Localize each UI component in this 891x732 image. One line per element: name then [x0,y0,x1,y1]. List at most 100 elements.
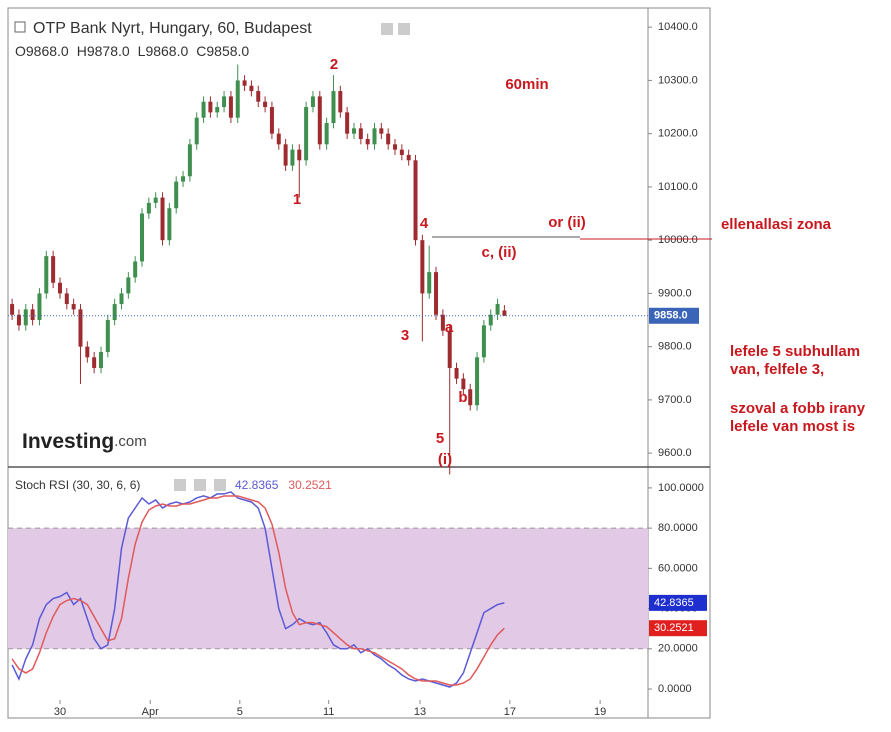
candle-body [92,357,97,368]
candle-body [399,149,404,155]
candle-body [187,144,192,177]
candle-body [310,96,315,108]
logo-main: Investing [22,430,114,453]
x-tick-label: 11 [323,706,334,718]
candle-body [174,181,179,209]
candle-body [98,351,103,368]
candle-body [167,208,172,241]
candle-body [345,112,350,134]
last-value-box [649,594,707,611]
x-tick-label: 19 [594,706,606,718]
candle-body [427,272,432,294]
candle-body [495,304,500,315]
y-tick-label: 20.0000 [658,643,698,655]
indicator-title: Stoch RSI (30, 30, 6, 6) [15,478,140,492]
y-tick-label: 9800.0 [658,341,692,353]
legend-value: 30.2521 [288,478,332,492]
logo: Investing.com [22,430,147,453]
candle-body [181,176,186,182]
y-tick-label: 10400.0 [658,21,698,33]
candle-body [372,128,377,145]
candle-body [153,197,158,203]
candle-body [249,85,254,92]
logo-suffix: .com [114,433,147,450]
last-price-box [649,307,699,324]
candle-body [365,138,370,145]
candle-body [468,389,473,406]
candle-body [317,96,322,145]
x-tick-label: 13 [414,706,426,718]
candle-body [85,346,90,358]
candle-body [324,123,329,145]
candle-body [434,272,439,315]
note-line: van, felfele 3, [730,361,824,378]
collapse-icon[interactable] [14,21,26,33]
candle-body [194,117,199,145]
candle-body [16,314,21,326]
candle-body [64,293,69,305]
candle-body [30,309,35,321]
last-value-box [649,620,707,637]
ohlc-value: C9858.0 [196,43,249,59]
candle-body [71,304,76,310]
candle-body [351,128,356,134]
annotation: 3 [401,327,409,344]
candle-body [358,128,363,139]
candle-body [290,149,295,166]
candle-body [461,378,466,390]
candle-body [297,149,302,161]
settings-icon[interactable] [194,479,206,491]
settings-icon[interactable] [174,479,186,491]
ohlc-value: L9868.0 [138,43,189,59]
ohlc-value: H9878.0 [77,43,130,59]
candle-body [256,91,261,102]
y-tick-label: 10200.0 [658,128,698,140]
settings-icon[interactable] [398,23,410,35]
candle-body [406,154,411,161]
close-icon[interactable] [214,479,226,491]
x-tick-label: 5 [237,706,243,718]
settings-icon[interactable] [381,23,393,35]
annotation: b [458,389,467,406]
candle-body [488,314,493,326]
candle-body [160,197,165,241]
y-tick-label: 9600.0 [658,447,692,459]
annotation: 5 [436,430,444,447]
candle-body [228,96,233,118]
candle-body [276,133,281,145]
candle-body [420,240,425,294]
annotation: 4 [420,215,429,232]
candle-body [44,256,49,294]
candle-body [338,91,343,113]
candle-body [57,282,62,294]
y-tick-label: 10100.0 [658,181,698,193]
candle-body [379,128,384,134]
y-tick-label: 0.0000 [658,683,692,695]
annotation: 2 [330,56,338,73]
candle-body [23,309,28,326]
candle-body [37,293,42,321]
chart-title: OTP Bank Nyrt, Hungary, 60, Budapest [33,20,312,37]
candle-body [201,101,206,118]
annotation: a [445,319,454,336]
candle-body [78,309,83,347]
x-tick-label: 17 [504,706,516,718]
legend: 42.8365 30.2521 [235,478,332,492]
candle-body [481,325,486,358]
candle-body [475,357,480,406]
candle-body [502,310,507,316]
candle-body [440,314,445,331]
candle-body [386,133,391,145]
y-tick-label: 80.0000 [658,522,698,534]
candle-body [215,107,220,113]
candle-body [393,144,398,150]
annotation: (i) [438,451,452,468]
y-tick-label: 9700.0 [658,394,692,406]
annotation: ellenallasi zona [721,216,832,233]
candle-body [140,213,145,262]
x-tick-label: Apr [142,706,159,718]
y-tick-label: 100.0000 [658,482,704,494]
x-tick-label: 30 [54,706,66,718]
annotation: 1 [293,191,301,208]
